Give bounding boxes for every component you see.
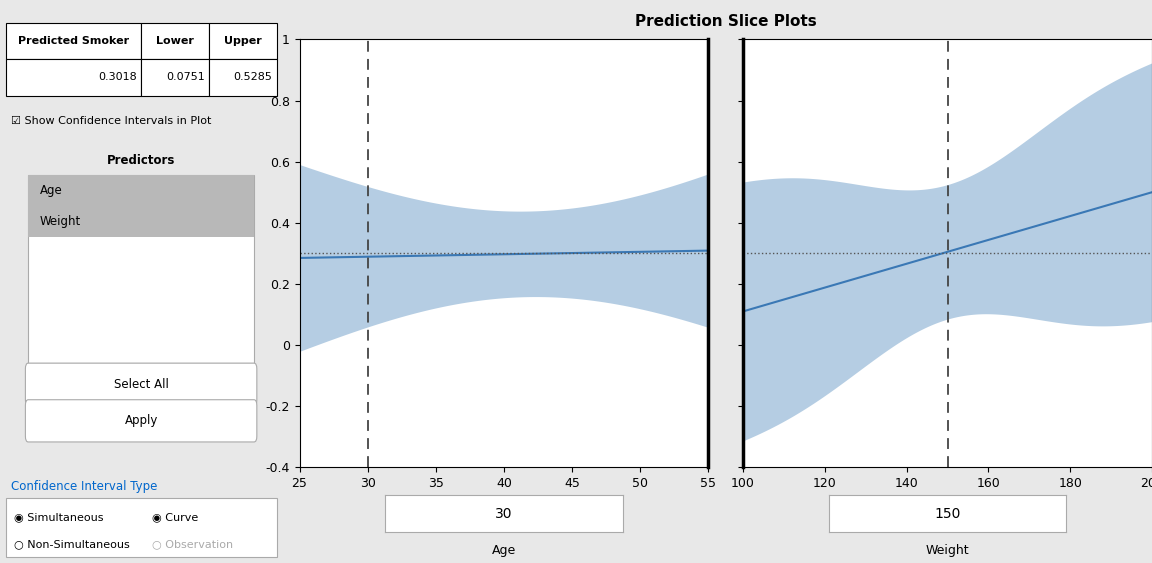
Text: ○ Non-Simultaneous: ○ Non-Simultaneous <box>14 539 130 549</box>
FancyBboxPatch shape <box>25 400 257 442</box>
Text: 30: 30 <box>495 507 513 521</box>
Text: Predicted Smoker: Predicted Smoker <box>17 36 129 46</box>
Bar <box>6 59 141 96</box>
Text: ○ Observation: ○ Observation <box>152 539 234 549</box>
Text: Age: Age <box>39 184 62 196</box>
FancyBboxPatch shape <box>25 363 257 405</box>
Bar <box>28 175 253 363</box>
Text: Weight: Weight <box>926 544 969 557</box>
Text: Prediction Slice Plots: Prediction Slice Plots <box>635 14 817 29</box>
Text: Confidence Interval Type: Confidence Interval Type <box>12 480 158 494</box>
Text: 0.0751: 0.0751 <box>166 73 205 82</box>
Text: 0.3018: 0.3018 <box>98 73 137 82</box>
Bar <box>141 59 209 96</box>
Text: Lower: Lower <box>156 36 194 46</box>
Text: Predictors: Predictors <box>107 154 175 167</box>
Bar <box>28 175 253 238</box>
Bar <box>209 59 276 96</box>
Text: Apply: Apply <box>124 414 158 427</box>
Bar <box>6 498 276 557</box>
Text: ◉ Simultaneous: ◉ Simultaneous <box>14 512 104 522</box>
Text: 0.5285: 0.5285 <box>234 73 272 82</box>
Text: Age: Age <box>492 544 516 557</box>
Text: 150: 150 <box>934 507 961 521</box>
Text: Weight: Weight <box>39 215 81 228</box>
Text: ☑ Show Confidence Intervals in Plot: ☑ Show Confidence Intervals in Plot <box>12 116 212 126</box>
Text: Select All: Select All <box>114 378 168 391</box>
Bar <box>141 23 209 59</box>
Text: Upper: Upper <box>223 36 262 46</box>
Bar <box>209 23 276 59</box>
Text: ◉ Curve: ◉ Curve <box>152 512 198 522</box>
Bar <box>6 23 141 59</box>
